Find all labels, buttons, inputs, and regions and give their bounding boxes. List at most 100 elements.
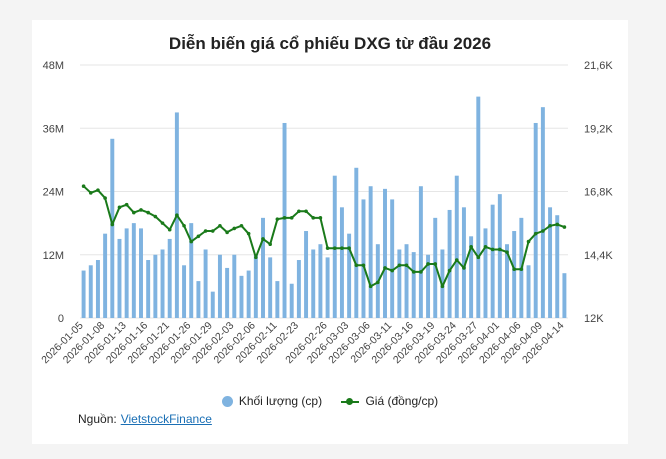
price-point: [246, 231, 251, 236]
volume-bar: [318, 244, 323, 318]
volume-bar: [225, 267, 230, 318]
volume-bar: [160, 249, 165, 318]
volume-bar: [454, 175, 459, 318]
volume-bar: [540, 107, 545, 319]
volume-bar: [411, 252, 416, 318]
price-point: [103, 196, 107, 200]
price-point: [541, 229, 545, 233]
price-point: [254, 255, 258, 260]
price-point: [153, 214, 158, 219]
legend-volume-swatch: [221, 395, 233, 407]
price-point: [132, 210, 136, 215]
legend: Khối lượng (cp) Giá (đồng/cp): [32, 394, 628, 410]
volume-bar: [117, 238, 122, 318]
price-point: [189, 239, 194, 244]
price-point: [239, 223, 244, 228]
volume-bar: [490, 204, 495, 318]
price-point: [533, 231, 538, 236]
volume-bar: [196, 281, 201, 318]
price-point: [454, 258, 459, 262]
volume-bar: [497, 194, 502, 318]
volume-bar: [246, 270, 251, 318]
volume-bar: [447, 209, 452, 318]
volume-bar: [555, 215, 560, 318]
y-left-tick-label: 36M: [43, 123, 64, 135]
volume-bar: [253, 254, 258, 318]
legend-item-volume[interactable]: Khối lượng (cp): [221, 394, 322, 408]
volume-bar: [189, 223, 194, 318]
chart-title: Diễn biến giá cổ phiếu DXG từ đầu 2026: [168, 34, 492, 53]
price-point: [433, 262, 438, 266]
price-point: [519, 267, 524, 272]
volume-bar: [512, 231, 517, 318]
volume-bar: [131, 223, 136, 318]
price-point: [96, 188, 100, 192]
price-point: [225, 230, 229, 235]
volume-bar: [347, 233, 352, 318]
volume-bar: [383, 188, 387, 318]
volume-bar: [203, 249, 208, 318]
price-point: [462, 266, 466, 270]
legend-price-label: Giá (đồng/cp): [365, 394, 439, 408]
source-link[interactable]: VietstockFinance: [120, 412, 212, 426]
volume-bar: [95, 260, 100, 318]
price-point: [426, 262, 430, 266]
price-point: [117, 205, 122, 210]
price-point: [289, 216, 294, 220]
price-point: [196, 234, 201, 239]
volume-bar: [103, 233, 108, 318]
volume-bar: [81, 270, 86, 318]
price-point: [268, 242, 272, 247]
volume-bar: [325, 257, 330, 318]
volume-bar: [433, 217, 438, 318]
volume-bar: [232, 254, 237, 318]
volume-bar: [548, 207, 553, 318]
price-point: [562, 225, 567, 229]
volume-bar: [296, 260, 301, 318]
price-point: [483, 245, 488, 249]
price-point: [232, 226, 237, 231]
price-point: [548, 223, 552, 228]
volume-bar: [139, 228, 143, 318]
volume-bar: [289, 283, 294, 318]
price-point: [526, 239, 531, 244]
price-point: [411, 270, 416, 274]
legend-price-swatch: [341, 396, 360, 407]
price-point: [304, 209, 308, 214]
volume-bar: [88, 265, 93, 318]
price-point: [404, 263, 409, 268]
price-point: [318, 216, 323, 220]
price-point: [354, 263, 359, 268]
y-right-tick-label: 19,2K: [584, 123, 613, 135]
y-left-tick-label: 12M: [43, 250, 64, 262]
price-point: [469, 245, 473, 249]
volume-bar: [268, 257, 273, 318]
price-point: [203, 229, 208, 233]
price-point: [210, 229, 215, 233]
legend-item-price[interactable]: Giá (đồng/cp): [341, 394, 438, 408]
volume-bar: [146, 260, 151, 318]
price-point: [390, 268, 394, 273]
price-point: [325, 246, 330, 250]
price-point: [368, 284, 373, 289]
price-point: [218, 223, 222, 228]
price-point: [124, 202, 129, 207]
price-point: [347, 246, 351, 250]
volume-bar: [210, 291, 215, 318]
source-note: Nguồn: VietstockFinance: [78, 412, 212, 426]
price-point: [297, 209, 301, 214]
volume-bar: [505, 244, 509, 318]
price-point: [505, 250, 509, 254]
price-point: [182, 223, 186, 228]
volume-bar: [239, 275, 244, 318]
volume-bar: [282, 122, 287, 319]
volume-bar: [124, 228, 129, 318]
volume-bar: [304, 231, 309, 318]
y-right-tick-label: 16,8K: [584, 187, 613, 199]
price-point: [419, 270, 423, 274]
volume-bar: [368, 186, 373, 318]
price-point: [376, 280, 380, 285]
price-point: [555, 222, 560, 227]
price-point: [261, 237, 265, 241]
